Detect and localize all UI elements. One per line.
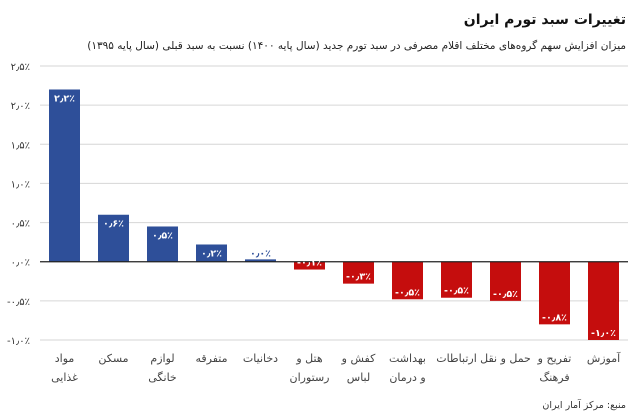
category-label: حمل و نقل: [480, 352, 531, 365]
source-note: منبع: مرکز آمار ایران: [542, 400, 626, 411]
category-label: فرهنگ: [539, 371, 569, 384]
category-label: دخانیات: [243, 352, 278, 365]
bar-11: [539, 261, 570, 325]
bar-10: [490, 261, 521, 301]
category-label: خانگی: [148, 371, 176, 384]
category-label: مسکن: [98, 352, 128, 365]
y-tick-label: -۱٫۰٪: [7, 336, 30, 347]
y-tick-label: ۰٫۰٪: [11, 258, 30, 269]
y-tick-label: ۱٫۵٪: [11, 140, 30, 151]
gridlines: [40, 65, 628, 341]
y-tick-label: -۰٫۵٪: [7, 297, 30, 308]
data-label: -۰٫۱٪: [297, 258, 322, 269]
category-label: آموزش: [587, 351, 621, 365]
category-label: متفرقه: [195, 352, 227, 365]
y-axis-ticks: ۲٫۵٪ ۲٫۰٪ ۱٫۵٪ ۱٫۰٪ ۰٫۵٪ ۰٫۰٪ -۰٫۵٪ -۱٫۰٪: [7, 62, 30, 347]
category-label: تفریح و: [537, 352, 572, 365]
bar-3: [147, 226, 178, 262]
bar-4: [196, 244, 227, 262]
category-label: هتل و: [295, 352, 322, 365]
bar-5: [245, 259, 276, 262]
category-label: کفش و: [341, 352, 376, 365]
bar-7: [343, 261, 374, 284]
category-label: بهداشت: [389, 352, 426, 365]
bar-12: [588, 261, 619, 340]
data-labels: ۲٫۲٪ ۰٫۶٪ ۰٫۵٪ ۰٫۲٪ ۰٫۰٪ -۰٫۱٪ -۰٫۳٪ -۰٫۵٪ -۰٫۵٪…: [54, 93, 616, 339]
chart-title: تغییرات سبد تورم ایران: [463, 12, 626, 28]
data-label: -۰٫۳٪: [346, 272, 371, 283]
category-label: غذایی: [51, 371, 78, 384]
data-label: ۰٫۰٪: [250, 248, 271, 259]
category-labels: مواد غذایی مسکن لوازم خانگی متفرقه دخانیات هتل …: [51, 351, 621, 384]
bar-9: [441, 261, 472, 298]
data-label: -۰٫۵٪: [444, 286, 469, 297]
data-label: ۰٫۲٪: [201, 248, 222, 259]
chart-subtitle: میزان افزایش سهم گروه‌های مختلف اقلام مص…: [87, 40, 626, 52]
category-label: لباس: [347, 371, 370, 384]
y-tick-label: ۱٫۰٪: [11, 179, 30, 190]
data-label: -۰٫۵٪: [493, 289, 518, 300]
y-tick-label: ۲٫۵٪: [11, 62, 30, 73]
y-tick-label: ۲٫۰٪: [11, 101, 30, 112]
category-label: ارتباطات: [436, 352, 477, 365]
data-label: -۱٫۰٪: [591, 328, 616, 339]
data-label: ۰٫۵٪: [152, 230, 173, 241]
bar-8: [392, 261, 423, 300]
category-label: و درمان: [389, 371, 425, 384]
bar-6: [294, 261, 325, 270]
category-label: مواد: [55, 352, 75, 365]
y-tick-label: ۰٫۵٪: [11, 219, 30, 230]
data-label: -۰٫۵٪: [395, 287, 420, 298]
data-label: ۲٫۲٪: [54, 93, 75, 104]
bars: [49, 89, 619, 340]
bar-2: [98, 214, 129, 262]
bar-1: [49, 89, 80, 262]
data-label: ۰٫۶٪: [103, 219, 124, 230]
category-label: لوازم: [150, 352, 174, 365]
data-label: -۰٫۸٪: [542, 312, 567, 323]
category-label: رستوران: [290, 371, 330, 384]
